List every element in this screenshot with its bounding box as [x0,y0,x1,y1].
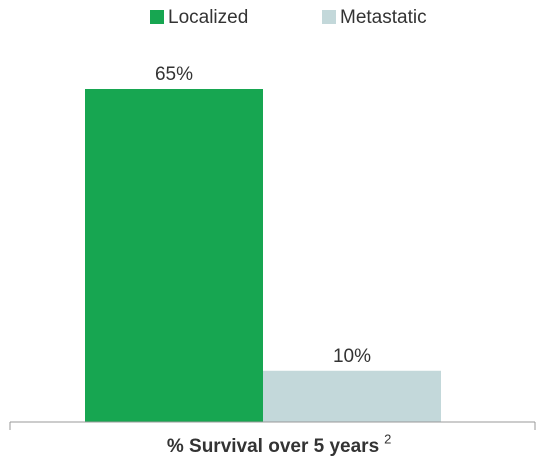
category-superscript: 2 [384,431,391,446]
legend-label: Metastatic [340,7,427,28]
bar [263,370,441,422]
bar [85,89,263,422]
value-label: 65% [155,64,193,85]
legend-swatch [322,10,336,24]
legend-label: Localized [168,7,248,28]
x-tick-label: % Survival over 5 years [167,436,379,457]
value-label: 10% [333,346,371,367]
legend-swatch [150,10,164,24]
